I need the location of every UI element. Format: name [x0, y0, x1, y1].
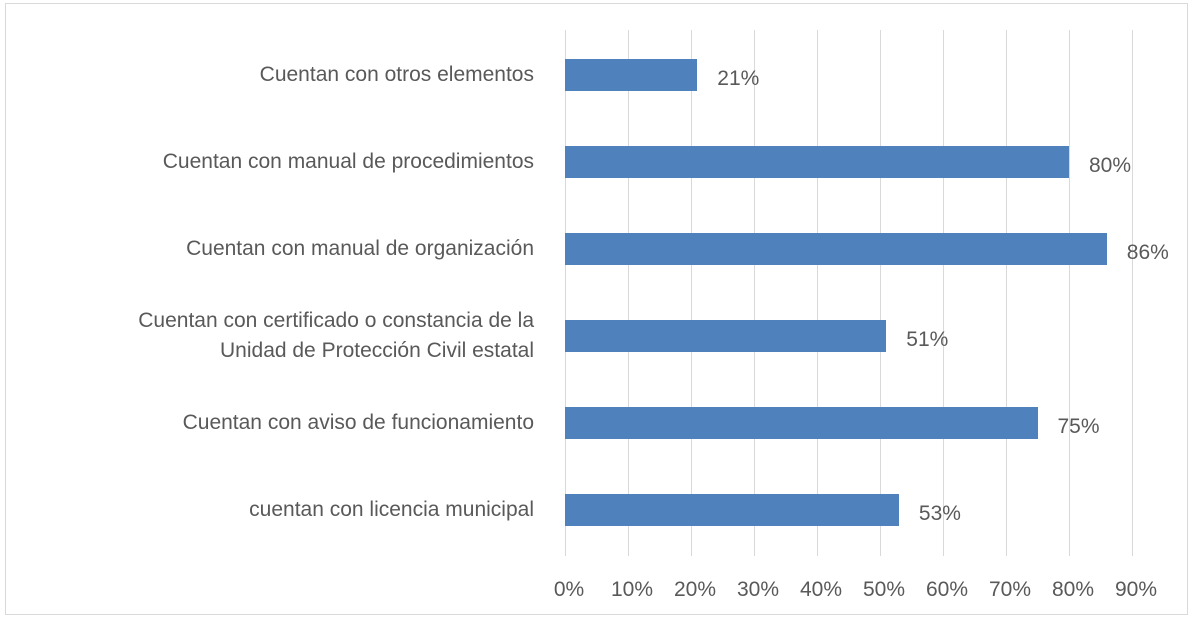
bar [565, 320, 887, 352]
value-label: 21% [717, 67, 760, 90]
grid-line [754, 30, 755, 556]
bar [565, 494, 899, 526]
x-tick-label: 0% [553, 578, 585, 601]
x-tick-label: 10% [610, 578, 654, 601]
grid-line [628, 30, 629, 556]
bar [565, 233, 1107, 265]
bar [565, 407, 1038, 439]
x-tick-label: 20% [673, 578, 717, 601]
category-label: cuentan con licencia municipal [249, 498, 534, 521]
x-tick-label: 90% [1114, 578, 1158, 601]
grid-line [1132, 30, 1133, 556]
grid-line [565, 30, 566, 556]
value-label: 86% [1126, 241, 1169, 264]
bar [565, 59, 698, 91]
category-label: Cuentan con aviso de funcionamiento [182, 411, 534, 434]
value-label: 53% [918, 502, 961, 525]
x-tick-label: 40% [799, 578, 843, 601]
value-label: 80% [1089, 154, 1132, 177]
x-tick-label: 80% [1051, 578, 1095, 601]
category-label: Cuentan con certificado o constancia de … [138, 309, 534, 362]
x-tick-label: 30% [736, 578, 780, 601]
x-tick-label: 60% [925, 578, 969, 601]
grid-line [943, 30, 944, 556]
x-tick-label: 70% [988, 578, 1032, 601]
value-label: 51% [906, 328, 949, 351]
category-label: Cuentan con manual de organización [186, 237, 534, 260]
grid-line [1006, 30, 1007, 556]
x-tick-label: 50% [862, 578, 906, 601]
category-label: Cuentan con manual de procedimientos [162, 150, 534, 173]
value-label: 75% [1057, 415, 1100, 438]
category-label: Cuentan con otros elementos [259, 63, 534, 86]
chart-frame [5, 3, 1188, 615]
grid-line [880, 30, 881, 556]
grid-line [1069, 30, 1070, 556]
grid-line [817, 30, 818, 556]
bar [565, 146, 1069, 178]
grid-line [691, 30, 692, 556]
